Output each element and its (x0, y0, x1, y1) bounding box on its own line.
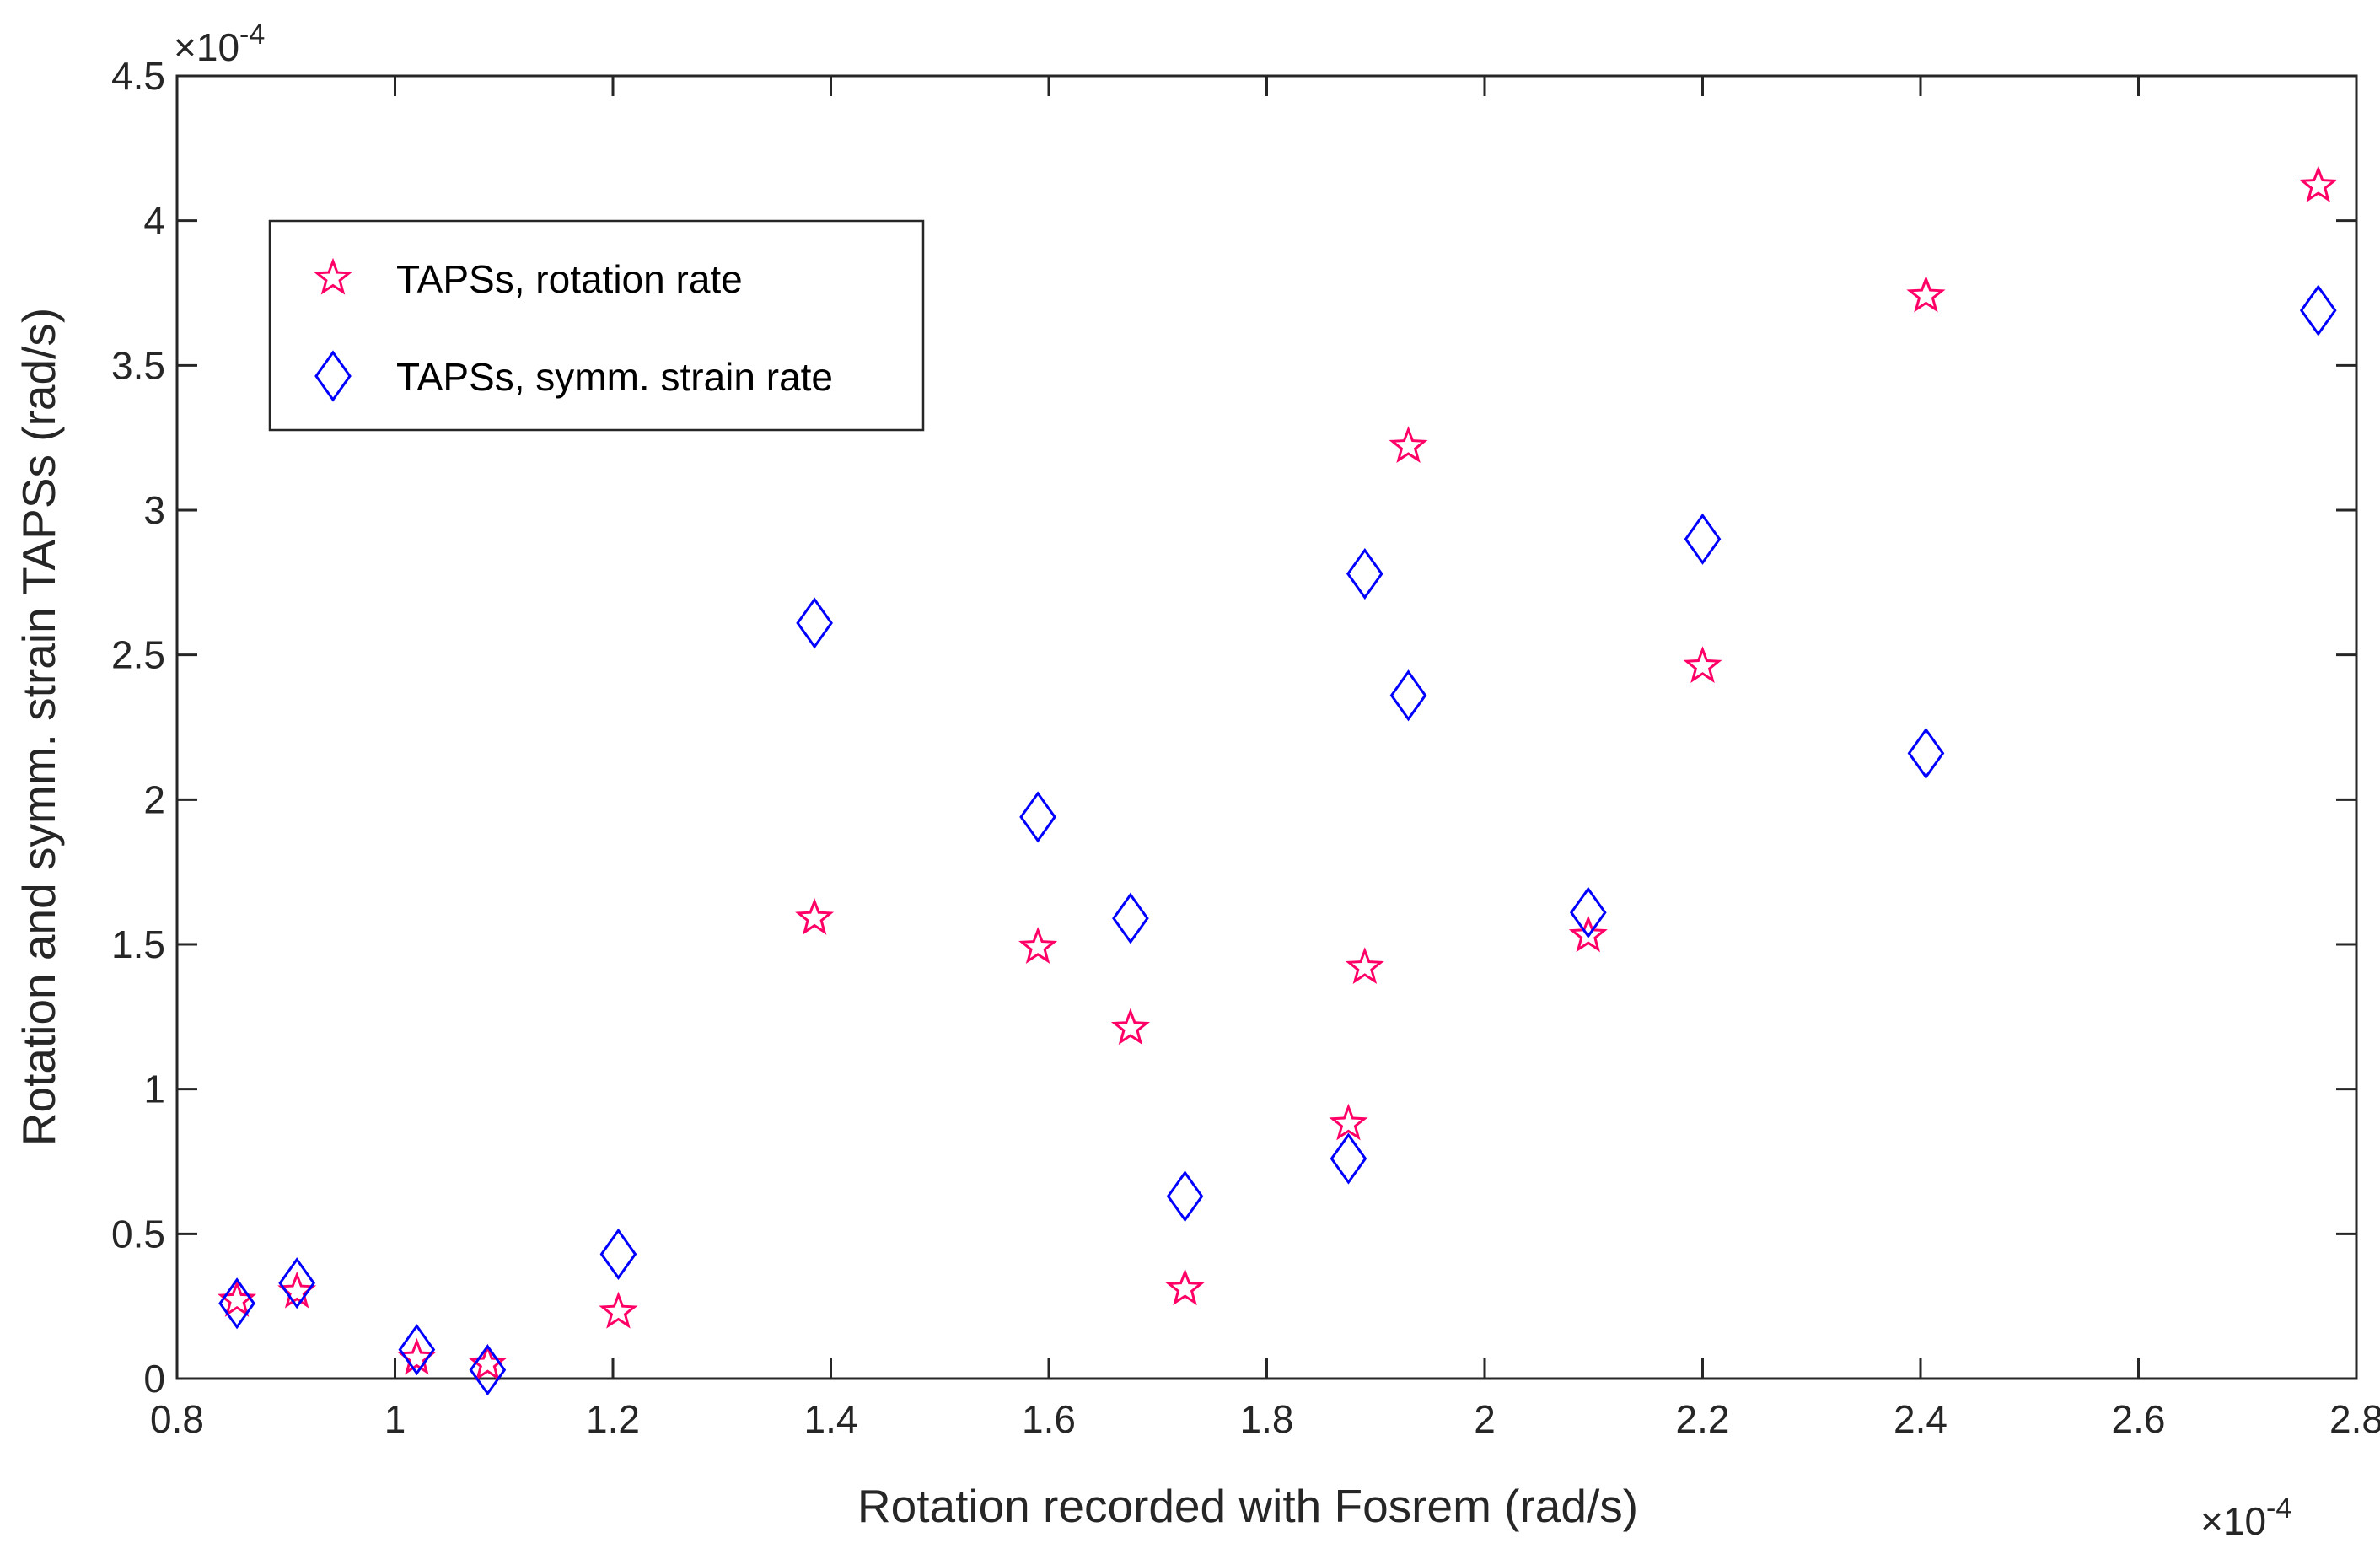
star-data-point (1683, 646, 1722, 684)
star-data-point (397, 1337, 437, 1375)
diamond-data-point (796, 597, 833, 649)
y-tick-label: 0.5 (111, 1212, 165, 1256)
y-tick-label: 1 (143, 1067, 165, 1111)
diamond-data-point (1112, 892, 1149, 944)
star-data-point (1110, 1008, 1151, 1046)
diamond-data-point (599, 1228, 637, 1280)
legend: TAPSs, rotation rate TAPSs, symm. strain… (268, 219, 925, 432)
diamond-data-point (1684, 513, 1722, 565)
x-exponent-label: ×10-4 (2200, 1492, 2291, 1543)
y-tick-label: 2 (143, 777, 165, 821)
x-tick-label: 2.2 (1676, 1397, 1730, 1441)
diamond-data-point (1389, 669, 1427, 722)
x-tick-label: 1.2 (586, 1397, 640, 1441)
x-axis-ticks: 0.8 1 1.2 1.4 1.6 1.8 2 2.2 2.4 2.6 2.8 (150, 76, 2380, 1441)
diamond-data-point (398, 1324, 436, 1376)
x-axis-label: Rotation recorded with Fosrem (rad/s) (857, 1480, 1638, 1532)
diamond-data-point (278, 1257, 316, 1309)
x-tick-label: 1.6 (1022, 1397, 1076, 1441)
diamond-data-point (218, 1277, 255, 1330)
x-tick-label: 2.8 (2329, 1397, 2380, 1441)
legend-entry-rotation-rate: TAPSs, rotation rate (396, 257, 743, 301)
legend-diamond-icon (314, 350, 352, 402)
star-data-point (795, 897, 835, 935)
star-data-point (1329, 1103, 1368, 1141)
y-tick-label: 4 (143, 199, 165, 243)
diamond-data-point (1569, 886, 1607, 938)
diamond-data-point (1346, 547, 1383, 600)
x-tick-label: 1.4 (804, 1397, 858, 1441)
legend-star-marker (313, 257, 353, 295)
diamond-data-point (2299, 284, 2337, 336)
y-exponent-label: ×10-4 (174, 19, 265, 69)
series-layer (218, 165, 2338, 1396)
legend-entry-symm-strain-rate: TAPSs, symm. strain rate (396, 355, 833, 399)
star-data-point (468, 1343, 508, 1381)
star-data-point (599, 1291, 638, 1329)
diamond-data-point (1907, 727, 1945, 779)
y-axis-ticks: 0 0.5 1 1.5 2 2.5 3 3.5 4 4.5 (111, 54, 2356, 1401)
x-tick-label: 0.8 (150, 1397, 204, 1441)
legend-star-icon (313, 257, 353, 295)
x-tick-label: 1 (384, 1397, 406, 1441)
y-tick-label: 2.5 (111, 633, 165, 677)
legend-diamond-marker (314, 350, 352, 402)
star-data-point (277, 1271, 317, 1309)
y-tick-label: 4.5 (111, 54, 165, 98)
y-tick-label: 1.5 (111, 922, 165, 966)
diamond-data-point (1330, 1132, 1367, 1185)
diamond-data-point (1019, 791, 1056, 843)
star-data-point (1345, 947, 1384, 984)
diamond-data-point (469, 1344, 507, 1396)
star-data-point (1906, 275, 1946, 313)
y-tick-label: 3 (143, 488, 165, 532)
star-data-point (2298, 165, 2338, 203)
x-tick-label: 2 (1474, 1397, 1496, 1441)
y-tick-label: 0 (143, 1357, 165, 1401)
star-data-point (1568, 915, 1608, 953)
star-data-point (1389, 426, 1428, 463)
y-tick-label: 3.5 (111, 343, 165, 387)
star-data-point (1018, 927, 1058, 965)
x-tick-label: 1.8 (1240, 1397, 1294, 1441)
x-tick-label: 2.4 (1894, 1397, 1948, 1441)
x-tick-label: 2.6 (2112, 1397, 2166, 1441)
legend-box (268, 219, 925, 432)
diamond-data-point (1166, 1170, 1204, 1223)
y-axis-label: Rotation and symm. strain TAPSs (rad/s) (13, 308, 65, 1146)
star-data-point (1165, 1268, 1205, 1306)
